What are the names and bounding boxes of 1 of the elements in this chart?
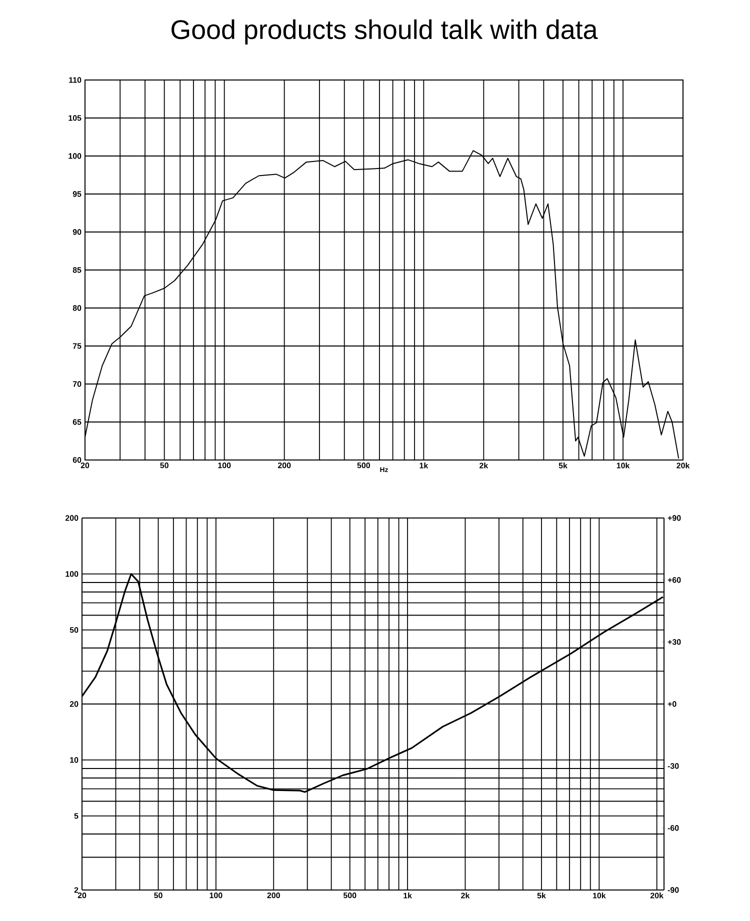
chart-title: Good products should talk with data [172,19,598,44]
